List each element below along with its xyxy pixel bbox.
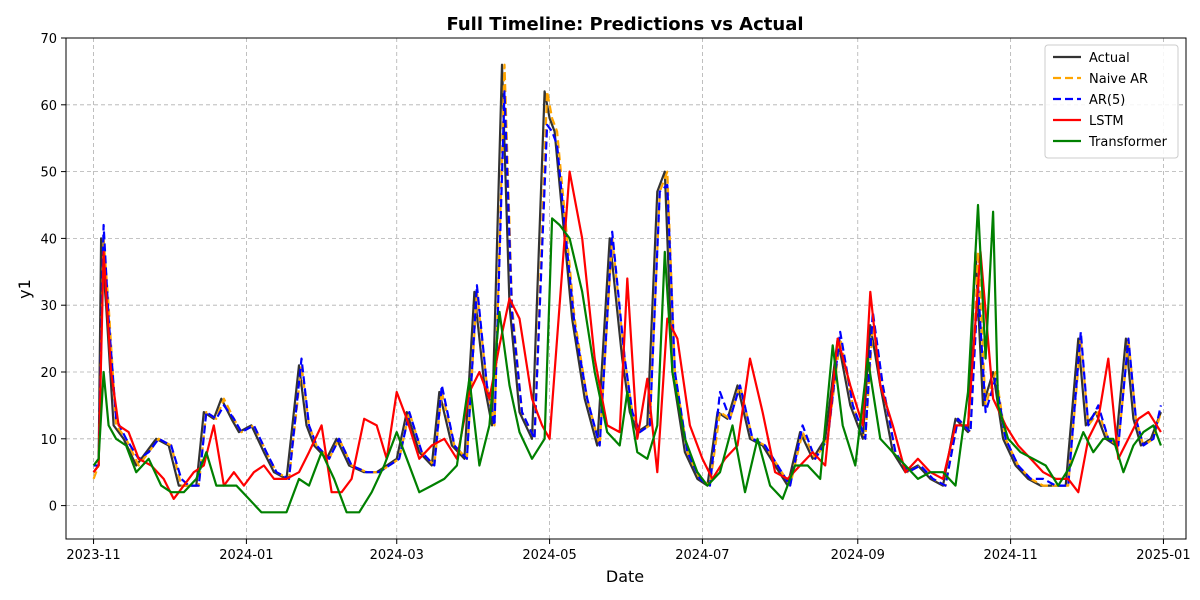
series-line-naive-ar	[92, 63, 1162, 487]
y-tick-label: 10	[40, 433, 57, 448]
x-tick-label: 2024-05	[522, 548, 576, 563]
x-axis-title: Date	[606, 567, 644, 586]
y-tick-label: 40	[40, 232, 57, 247]
series-lines	[92, 63, 1162, 514]
legend: Actual Naive AR AR(5) LSTM Transformer	[1044, 44, 1179, 159]
x-tick-label: 2025-01	[1136, 548, 1190, 563]
x-tick-label: 2024-07	[675, 548, 729, 563]
legend-label-ar-5: AR(5)	[1089, 93, 1125, 108]
legend-label-lstm: LSTM	[1089, 114, 1124, 129]
y-tick-label: 20	[40, 366, 57, 381]
x-tick-label: 2024-03	[370, 548, 424, 563]
plot-area-frame	[65, 37, 1187, 540]
y-axis-title: y1	[15, 279, 34, 299]
series-line-lstm	[92, 170, 1162, 500]
x-tick-label: 2024-01	[219, 548, 273, 563]
x-tick-label: 2024-11	[983, 548, 1037, 563]
y-tick-label: 60	[40, 99, 57, 114]
y-tick-label: 30	[40, 299, 57, 314]
x-tick-label: 2023-11	[66, 548, 120, 563]
chart-title: Full Timeline: Predictions vs Actual	[446, 14, 803, 35]
legend-label-transformer: Transformer	[1088, 135, 1168, 150]
legend-box	[1044, 44, 1179, 159]
series-line-ar-5	[93, 90, 1162, 487]
y-tick-label: 50	[40, 166, 57, 181]
y-tick-label: 0	[49, 500, 57, 515]
y-tick-label: 70	[40, 32, 57, 47]
legend-label-naive-ar: Naive AR	[1089, 72, 1148, 87]
axis-ticks: 2023-11 2024-01 2024-03 2024-05 2024-07 2024-…	[40, 32, 1190, 563]
x-tick-label: 2024-09	[831, 548, 885, 563]
legend-label-actual: Actual	[1089, 51, 1130, 66]
series-line-transformer	[92, 203, 1162, 514]
